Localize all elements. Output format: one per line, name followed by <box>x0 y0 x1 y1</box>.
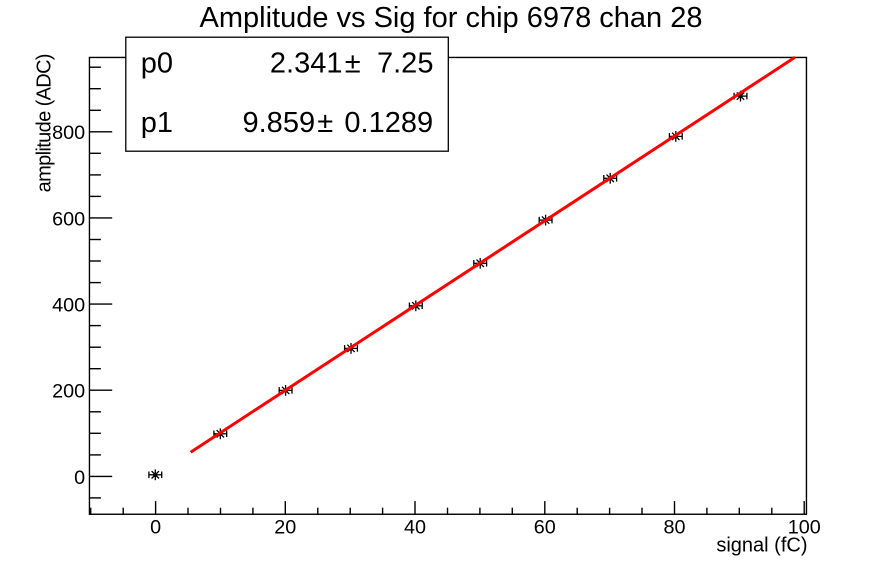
svg-text:0: 0 <box>150 516 161 538</box>
svg-text:0.1289: 0.1289 <box>344 107 433 139</box>
svg-text:400: 400 <box>52 295 85 317</box>
svg-text:200: 200 <box>52 381 85 403</box>
svg-text:amplitude (ADC): amplitude (ADC) <box>33 53 55 192</box>
svg-text:±: ± <box>317 107 333 139</box>
svg-text:0: 0 <box>74 467 85 489</box>
svg-text:7.25: 7.25 <box>377 48 433 80</box>
svg-text:signal (fC): signal (fC) <box>716 534 807 556</box>
svg-text:60: 60 <box>534 516 556 538</box>
svg-text:100: 100 <box>788 516 821 538</box>
svg-text:Amplitude vs Sig for chip 6978: Amplitude vs Sig for chip 6978 chan 28 <box>200 2 703 34</box>
svg-text:p0: p0 <box>141 48 173 80</box>
svg-text:40: 40 <box>404 516 426 538</box>
svg-text:20: 20 <box>274 516 296 538</box>
svg-text:9.859: 9.859 <box>243 107 316 139</box>
svg-text:±: ± <box>345 48 361 80</box>
svg-text:600: 600 <box>52 208 85 230</box>
svg-text:2.341: 2.341 <box>270 48 343 80</box>
svg-text:p1: p1 <box>141 107 173 139</box>
svg-text:800: 800 <box>52 122 85 144</box>
svg-text:80: 80 <box>663 516 685 538</box>
